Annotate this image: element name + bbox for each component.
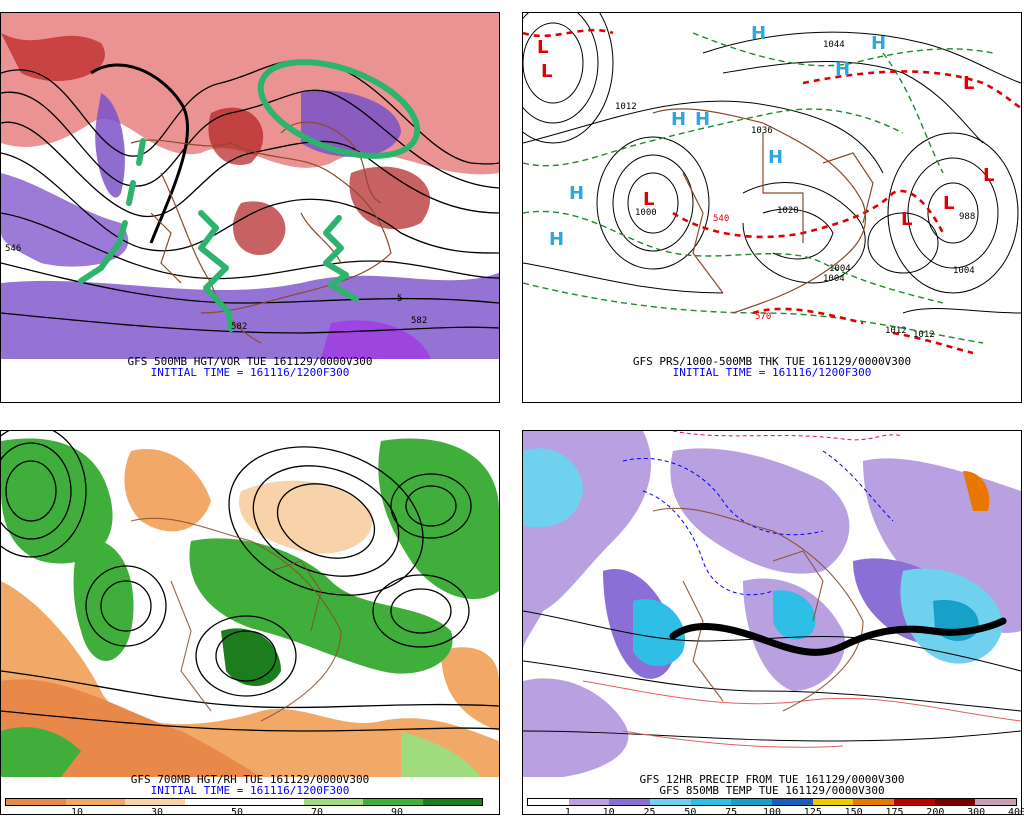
isobar-labels: 1012 1004 988 1020 1004 1012 1012 1044 1… [615, 40, 975, 340]
map-500mb-vorticity: 546 582 582 5 [1, 13, 499, 359]
legend-swatch [975, 799, 1017, 805]
legend-swatch [303, 799, 363, 805]
legend-swatch [731, 799, 773, 805]
isobar-label: 1020 [777, 206, 799, 216]
panel-700mb-humidity: GFS 700MB HGT/RH TUE 161129/0000V300 INI… [0, 430, 500, 818]
map-pressure-thickness: H H H H H H H H L L L L L L L 1012 1004 … [523, 13, 1021, 359]
panel-initial-time: INITIAL TIME = 161116/1200F300 [150, 784, 350, 797]
legend-swatch [65, 799, 125, 805]
high-pressure-marker: H [751, 23, 766, 44]
legend-tick-label: 200 [926, 807, 945, 818]
low-pressure-marker: L [901, 209, 912, 230]
panel-caption: GFS 500MB HGT/VOR TUE 161129/0000V300 [127, 355, 373, 368]
legend-swatch [853, 799, 895, 805]
frontal-boundary-line [669, 617, 1007, 656]
legend-tick-label: 10 [70, 807, 84, 818]
legend-tick-label: 30 [150, 807, 164, 818]
panel-initial-time: INITIAL TIME = 161116/1200F300 [672, 366, 872, 379]
precip-color-legend: 1 10 25 50 75 100 125 150 175 200 300 400 [527, 798, 1024, 818]
legend-tick-label: 10 [602, 807, 615, 818]
humidity-color-bar [5, 798, 483, 806]
high-pressure-marker: H [768, 147, 783, 168]
legend-swatch [609, 799, 651, 805]
high-pressure-marker: H [835, 59, 850, 80]
panel-pressure-thickness: H H H H H H H H L L L L L L L 1012 1004 … [522, 12, 1022, 403]
legend-tick-label: 300 [967, 807, 986, 818]
legend-swatch [772, 799, 813, 805]
humidity-color-legend: 10 30 50 70 90 [5, 798, 483, 818]
panel-caption: GFS PRS/1000-500MB THK TUE 161129/0000V3… [632, 355, 912, 368]
thickness-label: 570 [755, 312, 771, 322]
panel-caption-secondary: GFS 850MB TEMP TUE 161129/0000V300 [659, 784, 885, 797]
isobar-label: 1012 [885, 326, 907, 336]
contour-label: 582 [411, 316, 427, 326]
legend-tick-label: 175 [885, 807, 904, 818]
high-pressure-marker: H [569, 183, 584, 204]
isobar-label: 988 [959, 212, 975, 222]
legend-swatch [528, 799, 569, 805]
panel-caption: GFS 12HR PRECIP FROM TUE 161129/0000V300 [639, 773, 905, 786]
low-pressure-marker: L [943, 193, 954, 214]
legend-swatch [244, 799, 304, 805]
legend-tick-label: 400 [1007, 807, 1024, 818]
legend-swatch [894, 799, 935, 805]
panel-initial-time: INITIAL TIME = 161116/1200F300 [150, 366, 350, 379]
high-pressure-marker: H [871, 33, 886, 54]
low-pressure-marker: L [643, 189, 654, 210]
legend-tick-label: 75 [725, 807, 738, 818]
isobar-label: 1004 [829, 264, 851, 274]
legend-tick-label: 25 [643, 807, 656, 818]
legend-swatch [125, 799, 185, 805]
legend-swatch [6, 799, 66, 805]
panel-500mb-vorticity: 546 582 582 5 GFS 500MB HGT/VOR TUE 1611… [0, 12, 500, 403]
panel-caption: GFS 700MB HGT/RH TUE 161129/0000V300 [130, 773, 370, 786]
thickness-label: 540 [713, 214, 729, 224]
isobar-label: 1004 [953, 266, 975, 276]
contour-label: 582 [231, 322, 247, 332]
isobar-label: 1036 [751, 126, 773, 136]
legend-swatch [934, 799, 976, 805]
low-pressure-marker: L [963, 73, 974, 94]
map-precip-temperature [523, 431, 1021, 777]
legend-swatch [184, 799, 244, 805]
legend-tick-label: 1 [564, 807, 571, 818]
legend-swatch [690, 799, 732, 805]
legend-swatch [363, 799, 423, 805]
legend-tick-label: 50 [684, 807, 697, 818]
legend-tick-label: 125 [803, 807, 822, 818]
map-700mb-humidity [1, 431, 499, 777]
legend-tick-label: 70 [310, 807, 324, 818]
isobar-label: 1012 [615, 102, 637, 112]
high-pressure-marker: H [549, 229, 564, 250]
low-pressure-marker: L [541, 61, 552, 82]
low-pressure-marker: L [537, 37, 548, 58]
panel-precip-temperature: GFS 12HR PRECIP FROM TUE 161129/0000V300… [522, 430, 1024, 818]
legend-tick-label: 90 [390, 807, 404, 818]
isobar-label: 1012 [913, 330, 935, 340]
contour-label: 5 [397, 294, 402, 304]
isobar-label: 1004 [823, 274, 845, 284]
isobar-label: 1044 [823, 40, 845, 50]
legend-swatch [568, 799, 610, 805]
legend-swatch [422, 799, 482, 805]
legend-tick-label: 150 [844, 807, 863, 818]
high-pressure-marker: H [695, 109, 710, 130]
contour-labels: 546 582 582 5 [5, 244, 427, 332]
isobar-label: 1000 [635, 208, 657, 218]
legend-swatch [812, 799, 854, 805]
legend-tick-label: 50 [230, 807, 244, 818]
legend-tick-label: 100 [762, 807, 782, 818]
high-pressure-marker: H [671, 109, 686, 130]
precip-color-bar [527, 798, 1017, 806]
legend-swatch [650, 799, 691, 805]
contour-label: 546 [5, 244, 21, 254]
low-pressure-marker: L [983, 165, 994, 186]
